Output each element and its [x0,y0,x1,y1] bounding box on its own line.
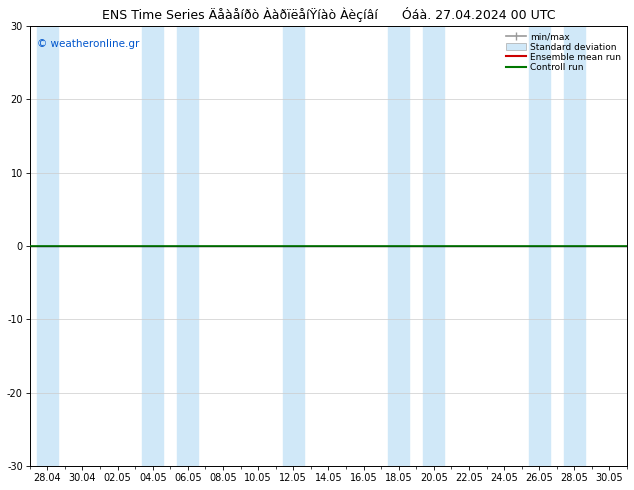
Bar [178,26,198,466]
Bar [424,26,444,466]
Bar [37,26,58,466]
Title: ENS Time Series Äåàåíðò ÀàðïëåíŸíàò Àèçíâí      Óáà. 27.04.2024 00 UTC: ENS Time Series Äåàåíðò ÀàðïëåíŸíàò Àèçí… [101,7,555,22]
Bar [564,26,585,466]
Bar [388,26,409,466]
Bar [142,26,164,466]
Bar [283,26,304,466]
Legend: min/max, Standard deviation, Ensemble mean run, Controll run: min/max, Standard deviation, Ensemble me… [505,30,623,74]
Text: © weatheronline.gr: © weatheronline.gr [37,39,139,49]
Bar [529,26,550,466]
